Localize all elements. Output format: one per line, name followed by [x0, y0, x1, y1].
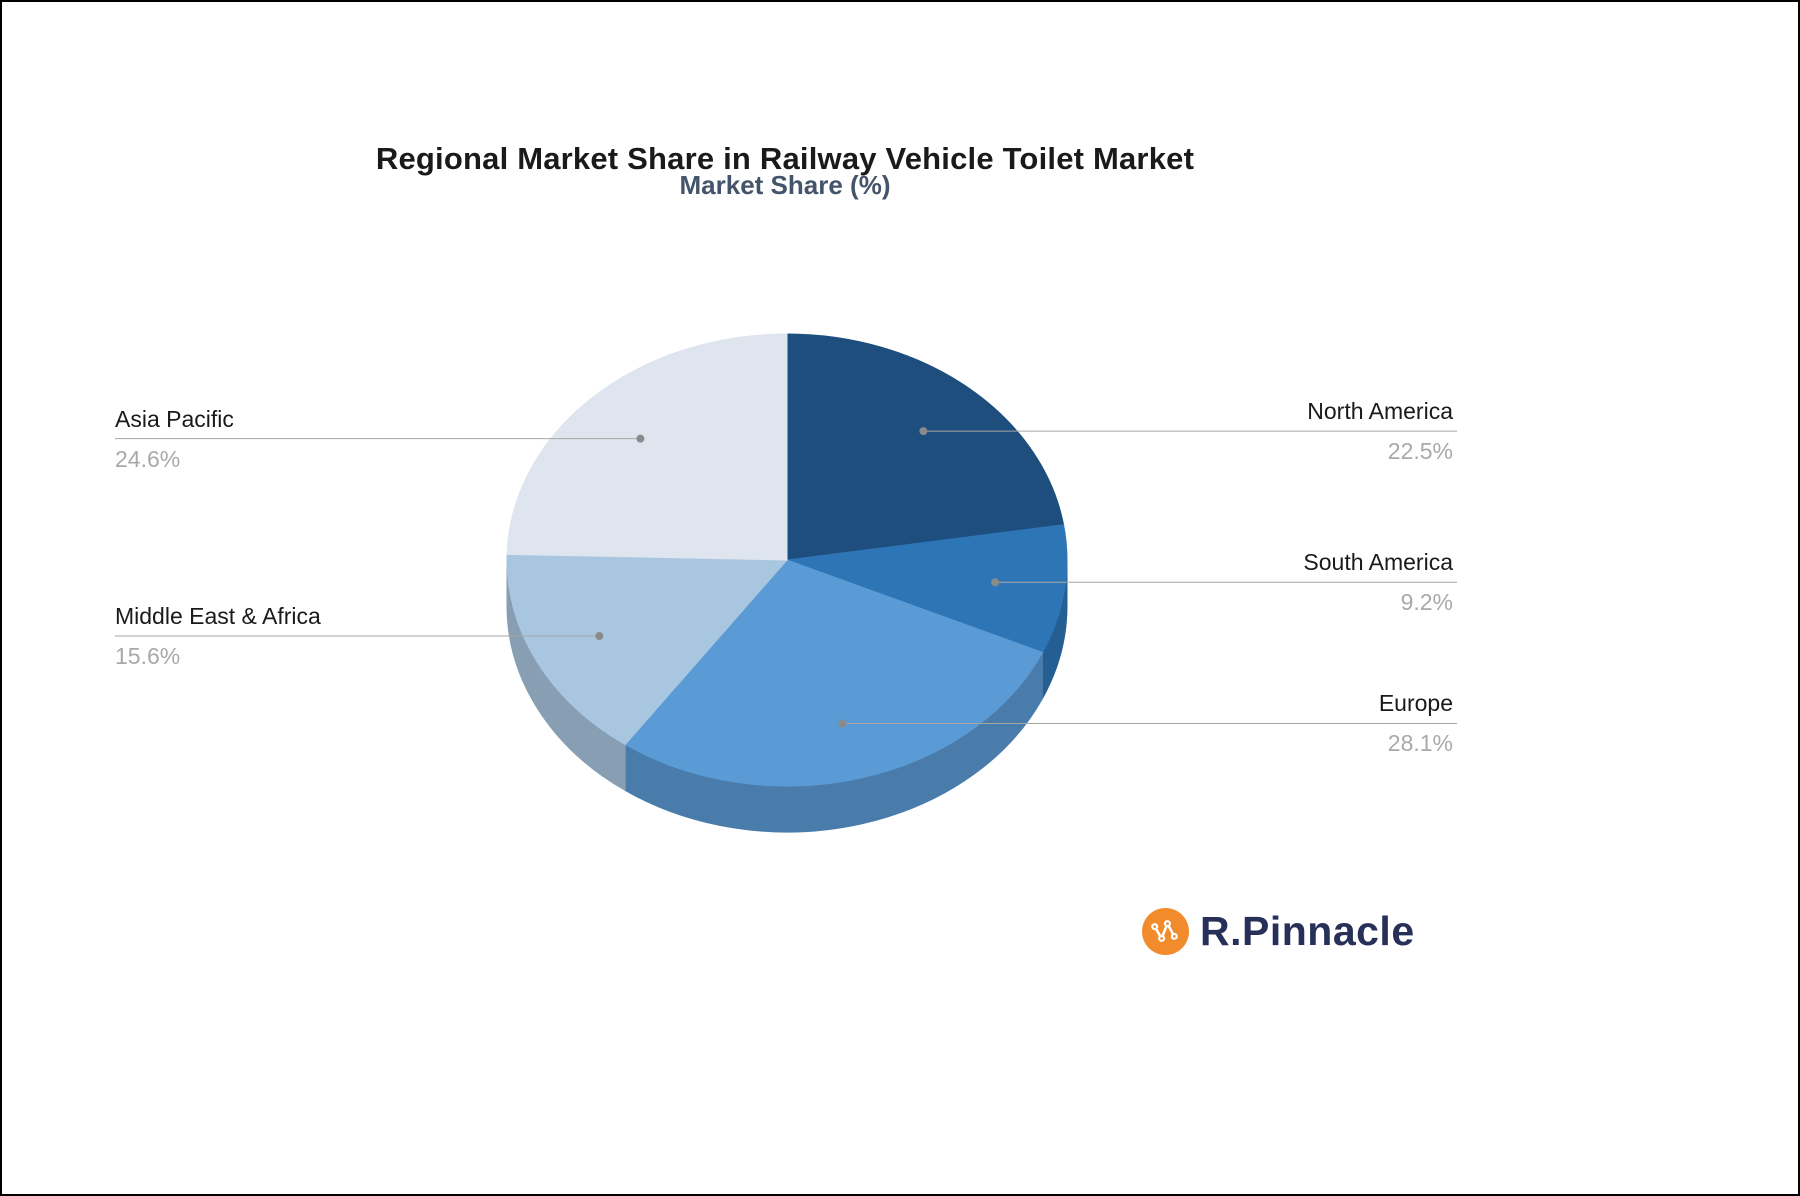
- slice-name: North America: [1307, 398, 1453, 425]
- slice-name: Middle East & Africa: [115, 603, 321, 629]
- slice-percent: 9.2%: [1400, 589, 1453, 616]
- slice-percent: 28.1%: [1387, 730, 1453, 757]
- brand-logo: R.Pinnacle: [1142, 908, 1415, 955]
- chart-subtitle: Market Share (%): [679, 170, 891, 200]
- slice-label-asia-pacific: Asia Pacific 24.6%: [115, 406, 234, 473]
- slice-name: Europe: [1378, 690, 1453, 717]
- slice-percent: 24.6%: [115, 445, 181, 472]
- brand-name: R.Pinnacle: [1200, 908, 1415, 954]
- chart-title: Regional Market Share in Railway Vehicle…: [375, 140, 1195, 176]
- slice-label-middle-east-africa: Middle East & Africa 15.6%: [115, 603, 321, 670]
- slice-percent: 22.5%: [1387, 438, 1453, 465]
- slice-label-north-america: North America 22.5%: [1307, 398, 1453, 465]
- slice-label-europe: Europe 28.1%: [1379, 690, 1453, 757]
- slice-name: South America: [1303, 549, 1453, 576]
- slice-name: Asia Pacific: [115, 405, 234, 432]
- slice-percent: 15.6%: [115, 643, 181, 669]
- network-nodes-icon: [1142, 908, 1189, 955]
- slice-label-south-america: South America 9.2%: [1303, 549, 1453, 616]
